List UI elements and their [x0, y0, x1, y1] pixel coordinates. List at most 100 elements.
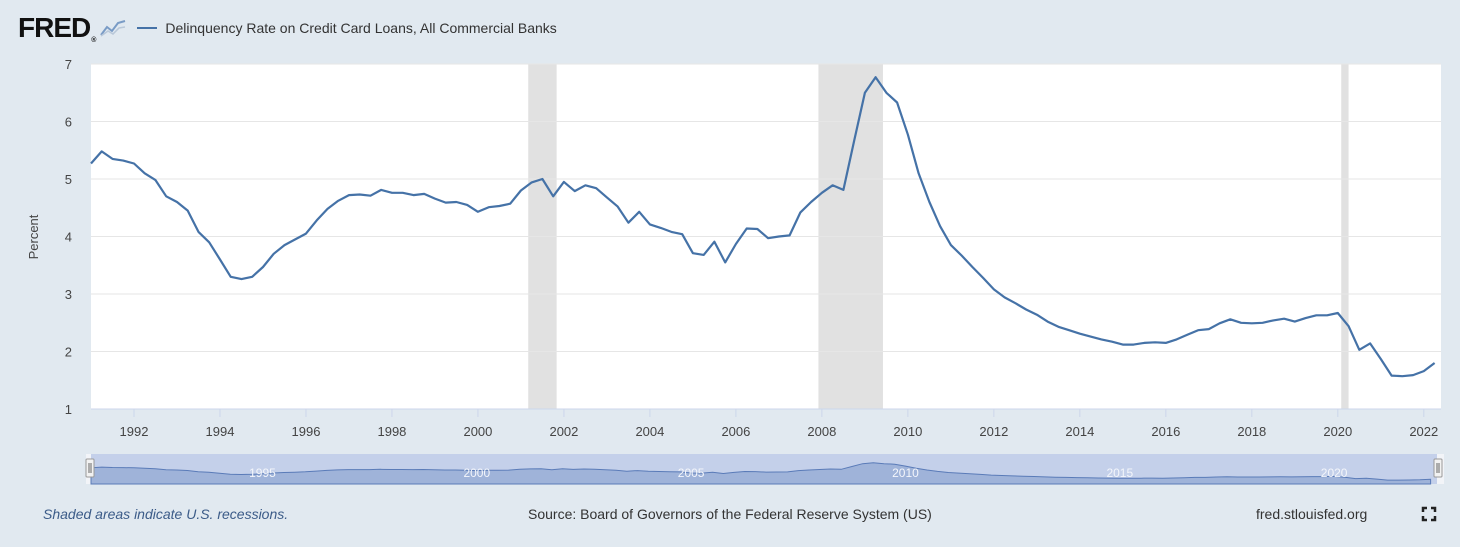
data-point[interactable]	[1379, 357, 1382, 360]
data-point[interactable]	[853, 140, 856, 143]
data-point[interactable]	[810, 201, 813, 204]
data-point[interactable]	[1143, 341, 1146, 344]
data-point[interactable]	[1132, 343, 1135, 346]
data-point[interactable]	[90, 162, 93, 165]
data-point[interactable]	[702, 253, 705, 256]
data-point[interactable]	[1035, 313, 1038, 316]
data-point[interactable]	[347, 194, 350, 197]
data-point[interactable]	[595, 187, 598, 190]
data-point[interactable]	[670, 230, 673, 233]
data-point[interactable]	[1433, 362, 1436, 365]
data-point[interactable]	[1304, 317, 1307, 320]
data-point[interactable]	[1336, 311, 1339, 314]
data-point[interactable]	[1175, 338, 1178, 341]
data-point[interactable]	[1250, 322, 1253, 325]
data-point[interactable]	[1025, 308, 1028, 311]
data-point[interactable]	[1014, 302, 1017, 305]
fred-logo[interactable]: FRED®	[18, 12, 96, 44]
data-point[interactable]	[788, 234, 791, 237]
data-point[interactable]	[229, 275, 232, 278]
data-point[interactable]	[1111, 340, 1114, 343]
data-point[interactable]	[756, 228, 759, 231]
data-point[interactable]	[1078, 332, 1081, 335]
data-point[interactable]	[100, 150, 103, 153]
data-point[interactable]	[831, 184, 834, 187]
data-point[interactable]	[1390, 374, 1393, 377]
data-point[interactable]	[1326, 314, 1329, 317]
data-point[interactable]	[423, 192, 426, 195]
data-point[interactable]	[562, 180, 565, 183]
data-point[interactable]	[1293, 320, 1296, 323]
data-point[interactable]	[433, 197, 436, 200]
data-point[interactable]	[240, 278, 243, 281]
data-point[interactable]	[1401, 375, 1404, 378]
navigator-handle-right[interactable]	[1433, 458, 1443, 478]
data-point[interactable]	[1207, 328, 1210, 331]
data-point[interactable]	[455, 201, 458, 204]
data-point[interactable]	[326, 207, 329, 210]
data-point[interactable]	[304, 232, 307, 235]
fullscreen-icon[interactable]	[1421, 506, 1437, 522]
data-point[interactable]	[337, 199, 340, 202]
data-point[interactable]	[1197, 329, 1200, 332]
data-point[interactable]	[1100, 338, 1103, 341]
data-point[interactable]	[272, 252, 275, 255]
data-point[interactable]	[605, 196, 608, 199]
data-point[interactable]	[939, 225, 942, 228]
data-point[interactable]	[713, 240, 716, 243]
series-title[interactable]: Delinquency Rate on Credit Card Loans, A…	[165, 20, 557, 36]
data-point[interactable]	[1218, 322, 1221, 325]
data-point[interactable]	[616, 205, 619, 208]
data-point[interactable]	[1068, 329, 1071, 332]
data-point[interactable]	[1315, 314, 1318, 317]
data-point[interactable]	[466, 203, 469, 206]
data-point[interactable]	[132, 162, 135, 165]
data-point[interactable]	[1283, 317, 1286, 320]
data-point[interactable]	[283, 244, 286, 247]
data-point[interactable]	[1046, 320, 1049, 323]
data-point[interactable]	[1121, 343, 1124, 346]
data-point[interactable]	[197, 230, 200, 233]
data-point[interactable]	[638, 210, 641, 213]
data-point[interactable]	[648, 223, 651, 226]
data-point[interactable]	[573, 190, 576, 193]
data-point[interactable]	[1272, 319, 1275, 322]
data-point[interactable]	[1057, 325, 1060, 328]
data-point[interactable]	[885, 91, 888, 94]
handle-body[interactable]	[1433, 458, 1443, 478]
data-point[interactable]	[960, 254, 963, 257]
data-point[interactable]	[874, 76, 877, 79]
data-point[interactable]	[165, 195, 168, 198]
data-point[interactable]	[1164, 341, 1167, 344]
data-point[interactable]	[218, 258, 221, 261]
data-point[interactable]	[1358, 348, 1361, 351]
data-point[interactable]	[1089, 335, 1092, 338]
data-point[interactable]	[143, 172, 146, 175]
data-point[interactable]	[369, 194, 372, 197]
data-point[interactable]	[487, 206, 490, 209]
data-point[interactable]	[734, 242, 737, 245]
data-point[interactable]	[863, 91, 866, 94]
data-point[interactable]	[1412, 374, 1415, 377]
data-point[interactable]	[949, 244, 952, 247]
data-point[interactable]	[444, 201, 447, 204]
data-point[interactable]	[261, 265, 264, 268]
data-point[interactable]	[541, 178, 544, 181]
data-point[interactable]	[842, 188, 845, 191]
data-point[interactable]	[380, 188, 383, 191]
data-point[interactable]	[1422, 370, 1425, 373]
data-point[interactable]	[1261, 321, 1264, 324]
handle-body[interactable]	[85, 458, 95, 478]
data-point[interactable]	[154, 179, 157, 182]
data-point[interactable]	[519, 189, 522, 192]
data-point[interactable]	[1347, 325, 1350, 328]
data-point[interactable]	[1240, 321, 1243, 324]
fred-link[interactable]: fred.stlouisfed.org	[1256, 506, 1368, 522]
data-point[interactable]	[186, 209, 189, 212]
data-point[interactable]	[906, 133, 909, 136]
data-point[interactable]	[251, 275, 254, 278]
data-point[interactable]	[1186, 333, 1189, 336]
data-point[interactable]	[552, 195, 555, 198]
data-point[interactable]	[1003, 296, 1006, 299]
data-point[interactable]	[745, 227, 748, 230]
